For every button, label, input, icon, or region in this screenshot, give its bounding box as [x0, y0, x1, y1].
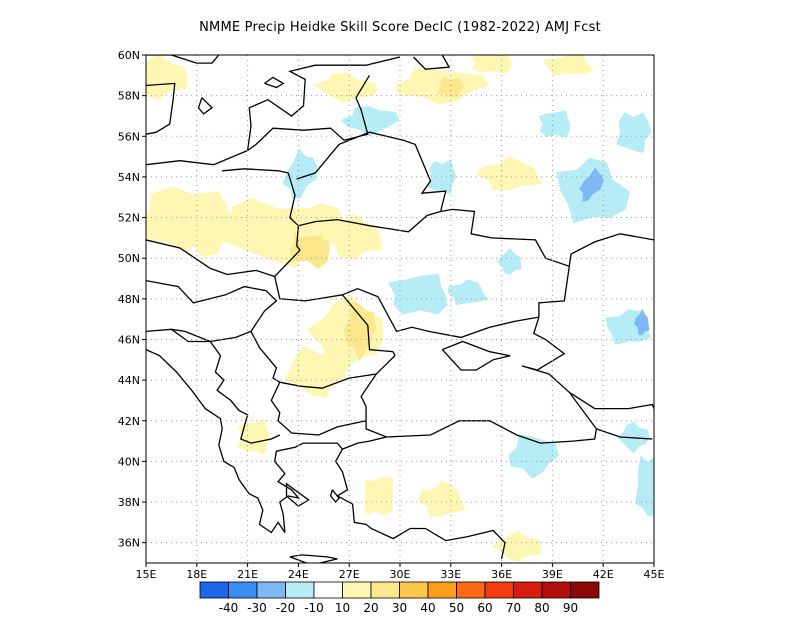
positive-skill-region — [491, 530, 542, 563]
skill-score-shading — [146, 55, 654, 563]
colorbar-swatch — [285, 581, 315, 599]
negative-skill-region — [616, 112, 652, 154]
positive-skill-region — [470, 55, 513, 74]
negative-skill-region — [496, 248, 522, 276]
lat-tick-label: 44N — [118, 374, 140, 387]
negative-skill-region — [340, 106, 400, 137]
positive-skill-region — [344, 302, 377, 362]
negative-skill-region — [428, 159, 457, 195]
lat-tick-label: 46N — [118, 333, 140, 346]
axis-ticks: 15E 18E 21E 24E 27E 30E 33E 36E 39E 42E 45E 60N 58N 5… — [118, 49, 665, 581]
colorbar-swatch — [228, 581, 258, 599]
lon-tick-label: 15E — [136, 568, 157, 581]
colorbar-swatch — [399, 581, 429, 599]
positive-skill-region — [475, 156, 543, 191]
colorbar-swatch — [370, 581, 400, 599]
colorbar-label: 90 — [563, 601, 578, 615]
lat-tick-label: 56N — [118, 130, 140, 143]
colorbar-swatch — [256, 581, 286, 599]
positive-skill-region — [418, 480, 466, 518]
lat-tick-label: 48N — [118, 293, 140, 306]
lat-tick-label: 42N — [118, 415, 140, 428]
lat-tick-label: 58N — [118, 90, 140, 103]
colorbar-label: 10 — [335, 601, 350, 615]
colorbar: -40 -30 -20 -10 10 20 30 40 50 60 70 80 90 — [199, 581, 600, 615]
positive-skill-region — [237, 419, 270, 455]
colorbar-swatch — [199, 581, 229, 599]
colorbar-label: 40 — [420, 601, 435, 615]
negative-skill-region — [635, 454, 654, 517]
negative-skill-region — [634, 309, 650, 336]
lat-tick-label: 60N — [118, 49, 140, 62]
lat-tick-label: 36N — [118, 537, 140, 550]
lon-tick-label: 21E — [237, 568, 258, 581]
colorbar-swatch — [541, 581, 571, 599]
positive-skill-region — [175, 198, 239, 258]
colorbar-label: 30 — [392, 601, 407, 615]
positive-skill-region — [289, 227, 331, 270]
positive-skill-region — [437, 77, 465, 98]
positive-skill-region — [146, 55, 188, 100]
colorbar-label: -20 — [276, 601, 296, 615]
colorbar-swatch — [313, 581, 343, 599]
negative-skill-region — [282, 148, 318, 199]
positive-skill-region — [543, 55, 595, 76]
lon-tick-label: 30E — [390, 568, 411, 581]
negative-skill-region — [447, 279, 488, 306]
colorbar-label: -10 — [304, 601, 324, 615]
lat-tick-label: 54N — [118, 171, 140, 184]
negative-skill-region — [538, 110, 571, 138]
colorbar-swatch — [513, 581, 543, 599]
lat-tick-label: 50N — [118, 252, 140, 265]
colorbar-label: 80 — [534, 601, 549, 615]
negative-skill-region — [508, 434, 560, 479]
lon-tick-label: 18E — [186, 568, 207, 581]
positive-skill-region — [364, 476, 394, 517]
colorbar-label: 60 — [477, 601, 492, 615]
lon-tick-label: 42E — [593, 568, 614, 581]
colorbar-label: 70 — [506, 601, 521, 615]
lon-tick-label: 45E — [644, 568, 665, 581]
colorbar-swatch — [484, 581, 514, 599]
colorbar-swatch — [342, 581, 372, 599]
colorbar-swatch — [427, 581, 457, 599]
lat-tick-label: 52N — [118, 212, 140, 225]
colorbar-swatch — [570, 581, 600, 599]
coastlines-and-borders — [146, 55, 654, 563]
lat-tick-label: 38N — [118, 496, 140, 509]
map-title: NMME Precip Heidke Skill Score DecIC (19… — [199, 20, 601, 35]
lon-tick-label: 24E — [288, 568, 309, 581]
lon-tick-label: 39E — [542, 568, 563, 581]
colorbar-label: 50 — [449, 601, 464, 615]
lon-tick-label: 33E — [440, 568, 461, 581]
lon-tick-label: 27E — [339, 568, 360, 581]
colorbar-label: -40 — [219, 601, 239, 615]
colorbar-swatch — [456, 581, 486, 599]
negative-skill-region — [579, 167, 604, 202]
lat-tick-label: 40N — [118, 455, 140, 468]
colorbar-label: 20 — [363, 601, 378, 615]
negative-skill-region — [388, 274, 448, 315]
lon-tick-label: 36E — [491, 568, 512, 581]
colorbar-label: -30 — [247, 601, 267, 615]
